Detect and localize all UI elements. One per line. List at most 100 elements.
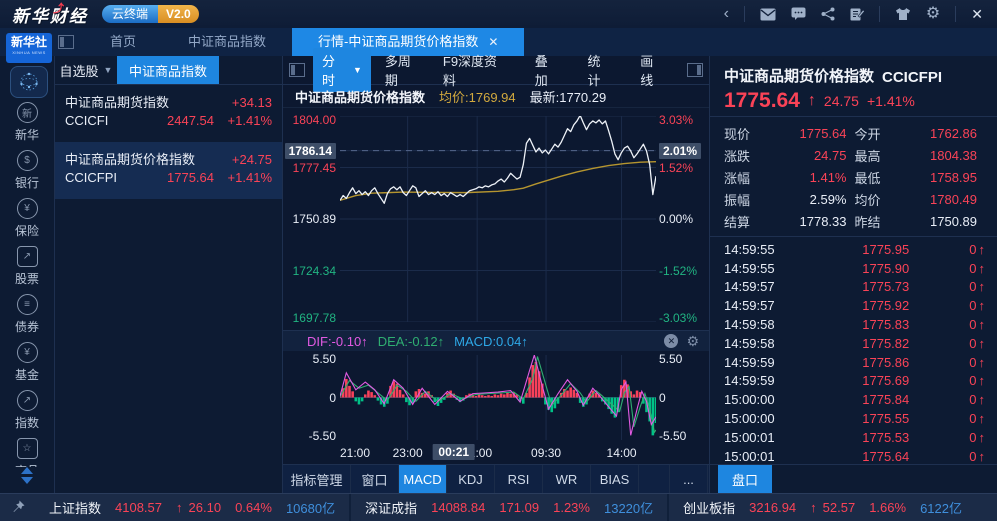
- chat-icon[interactable]: [791, 7, 806, 21]
- sidebar-item-bond[interactable]: ≡ 债券: [0, 290, 54, 338]
- quote-stats: 现价 1775.64 今开 1762.86 涨跌 24.75 最高 1804.38 涨幅 1.41…: [710, 117, 997, 237]
- indicator-tab-bias[interactable]: BIAS: [591, 465, 639, 493]
- chart-last-readout: 最新:1770.29: [529, 89, 607, 105]
- stat-cell: 今开 1762.86: [855, 124, 986, 143]
- stat-value: 2.59%: [809, 191, 847, 207]
- sidebar-item-index[interactable]: ↗ 指数: [0, 386, 54, 434]
- indicator-tab-kdj[interactable]: KDJ: [447, 465, 495, 493]
- stat-value: 1778.33: [799, 213, 847, 229]
- stat-value: 1750.89: [930, 213, 977, 229]
- tab-1[interactable]: 中证商品指数: [162, 28, 292, 56]
- pane-toggle-icon[interactable]: [289, 63, 305, 77]
- pane-toggle-icon[interactable]: [58, 35, 74, 49]
- tick-price: 1775.73: [862, 279, 910, 295]
- watchlist-dropdown[interactable]: 自选股 ▼: [55, 56, 117, 84]
- tick-price: 1775.64: [862, 448, 910, 464]
- tick-row: 15:00:00 1775.55 0 ↑: [724, 409, 985, 428]
- tick-row: 14:59:55 1775.90 0 ↑: [724, 259, 985, 278]
- stat-cell: 涨跌 24.75: [724, 146, 855, 165]
- index-quote-深证成指[interactable]: 深证成指 14088.84 171.09 1.23% 13220亿: [349, 494, 667, 521]
- stat-row: 振幅 2.59% 均价 1780.49: [724, 188, 985, 210]
- tick-up-arrow-icon: ↑: [978, 279, 986, 295]
- watchlist-item[interactable]: 中证商品期货价格指数 +24.75 CCICFPI 1775.64 +1.41%: [55, 142, 282, 199]
- sidebar-item-insurance[interactable]: ¥ 保险: [0, 194, 54, 242]
- indicator-tab-...[interactable]: ...: [670, 465, 708, 493]
- tabs-container: 首页 中证商品指数 行情-中证商品期货价格指数 ✕: [84, 28, 525, 56]
- mail-icon[interactable]: [760, 8, 776, 21]
- indicator-tab-empty: [639, 465, 670, 493]
- indicator-tabs: 指标管理 窗口 MACD KDJ RSI WR BIAS...: [283, 464, 709, 493]
- index-quote-上证指数[interactable]: 上证指数 4108.57 ↑ 26.10 0.64% 10680亿: [35, 494, 349, 521]
- scroll-down-icon[interactable]: [21, 477, 33, 484]
- stat-cell: 涨幅 1.41%: [724, 168, 855, 187]
- period-dropdown[interactable]: 分时 ▼: [313, 48, 371, 92]
- logo-spark-icon: ⤴: [53, 2, 66, 15]
- multi-period-button[interactable]: 多周期: [384, 54, 411, 88]
- tick-volume: 0: [969, 335, 977, 351]
- f9-depth-button[interactable]: F9深度资料: [442, 54, 498, 88]
- insurance-icon: ¥: [16, 197, 38, 219]
- draw-line-button[interactable]: 画线: [640, 54, 654, 88]
- time-tick: 21:00: [340, 446, 371, 460]
- divider: [878, 6, 880, 22]
- overlay-button[interactable]: 叠加: [534, 54, 548, 88]
- sidebar-item-xinhua[interactable]: 新新华: [0, 98, 54, 146]
- order-book-tab[interactable]: 盘口: [718, 465, 773, 493]
- tick-up-arrow-icon: ↑: [978, 260, 986, 276]
- index-quote-创业板指[interactable]: 创业板指 3216.94 ↑ 52.57 1.66% 6122亿: [667, 494, 976, 521]
- tick-row: 14:59:59 1775.86 0 ↑: [724, 353, 985, 372]
- indicator-tab-wr[interactable]: WR: [543, 465, 591, 493]
- price-plot-area[interactable]: [340, 108, 656, 330]
- index-name: 上证指数: [49, 501, 102, 516]
- tab-label: 中证商品指数: [188, 34, 267, 49]
- network-globe-icon[interactable]: [10, 66, 48, 98]
- indicator-tab-macd[interactable]: MACD: [399, 465, 447, 493]
- indicator-tab-rsi[interactable]: RSI: [495, 465, 543, 493]
- titlebar-icons: ‹ ⚙ ✕: [724, 6, 997, 23]
- indicator-tab-指标管理[interactable]: 指标管理: [283, 465, 351, 493]
- stat-row: 涨幅 1.41% 最低 1758.95: [724, 166, 985, 188]
- axis-tick: -1.52%: [659, 263, 698, 278]
- scroll-up-icon[interactable]: [21, 467, 33, 474]
- tick-volume: 0: [969, 411, 977, 427]
- watchlist-group-tab[interactable]: 中证商品指数: [117, 56, 220, 84]
- sidebar-item-fund[interactable]: ¥ 基金: [0, 338, 54, 386]
- sidebar-item-stock[interactable]: ↗ 股票: [0, 242, 54, 290]
- macd-plot-area[interactable]: [340, 351, 656, 444]
- pin-icon[interactable]: [12, 500, 25, 516]
- share-icon[interactable]: [821, 7, 835, 21]
- pane-toggle-right-icon[interactable]: [687, 63, 704, 77]
- tab-0[interactable]: 首页: [84, 28, 162, 56]
- tab-2[interactable]: 行情-中证商品期货价格指数 ✕: [292, 28, 525, 56]
- tick-price: 1775.95: [862, 241, 910, 257]
- close-window-icon[interactable]: ✕: [971, 5, 983, 22]
- stat-value: 1804.38: [930, 147, 977, 163]
- axis-tick: -3.03%: [659, 310, 698, 325]
- axis-tick: 1804.00: [292, 113, 336, 128]
- goods-icon: ☆: [16, 437, 38, 459]
- close-tab-icon[interactable]: ✕: [488, 35, 499, 49]
- statistics-button[interactable]: 统计: [587, 54, 601, 88]
- tick-row: 15:00:00 1775.84 0 ↑: [724, 390, 985, 409]
- axis-tick: 1697.78: [292, 310, 336, 325]
- xinhua-icon: 新: [16, 101, 38, 123]
- settings-gear-icon[interactable]: ⚙: [925, 5, 941, 22]
- theme-shirt-icon[interactable]: [895, 7, 911, 21]
- agency-name-en: XINHUA NEWS: [12, 50, 46, 55]
- stat-cell: 现价 1775.64: [724, 124, 855, 143]
- stat-value: 1762.86: [930, 125, 977, 141]
- note-edit-icon[interactable]: [850, 7, 864, 21]
- chart-index-name: 中证商品期货价格指数: [295, 89, 426, 105]
- sidebar-item-bank[interactable]: $ 银行: [0, 146, 54, 194]
- index-up-arrow-icon: ↑: [176, 500, 183, 515]
- dea-value: DEA:-0.12↑: [377, 333, 445, 349]
- watchlist-item[interactable]: 中证商品期货指数 +34.13 CCICFI 2447.54 +1.41%: [55, 85, 282, 142]
- instrument-name: 中证商品期货价格指数: [65, 152, 196, 167]
- stat-row: 涨跌 24.75 最高 1804.38: [724, 144, 985, 166]
- indicator-tab-窗口[interactable]: 窗口: [351, 465, 399, 493]
- axis-tick: 1786.14: [284, 142, 336, 159]
- bond-icon: ≡: [16, 293, 38, 315]
- collapse-left-icon[interactable]: ‹: [723, 5, 729, 22]
- close-indicator-icon[interactable]: ✕: [664, 334, 679, 348]
- indicator-settings-gear-icon[interactable]: ⚙: [686, 333, 699, 349]
